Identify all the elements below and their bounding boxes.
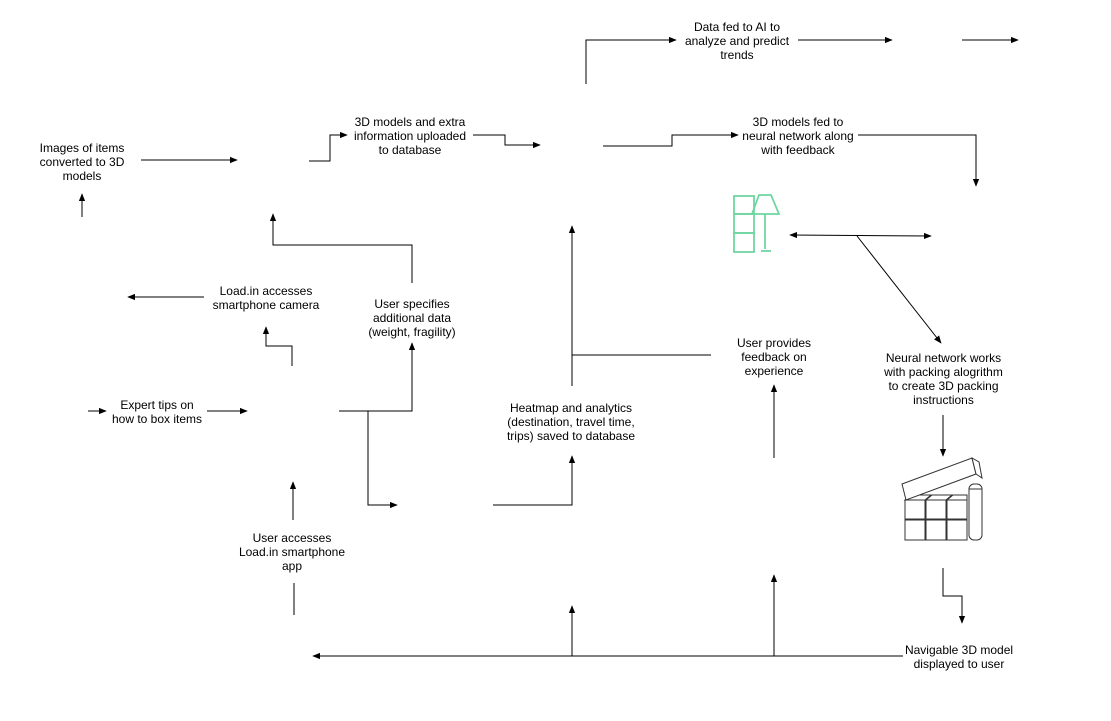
label-nn-packing: Neural network works with packing alogri… [884,351,1003,407]
label-heatmap: Heatmap and analytics (destination, trav… [506,401,636,443]
label-expert-tips: Expert tips on how to box items [111,398,203,426]
furniture-icon [733,194,781,253]
connector-boxes-to-navigable [942,568,966,624]
label-navigable-model: Navigable 3D model displayed to user [904,643,1014,671]
connector-hub-to-specifies [339,342,416,412]
connector-to-ai [585,36,677,84]
connector-hub-down [367,411,398,509]
label-user-accesses-app: User accesses Load.in smartphone app [238,531,346,573]
label-user-feedback: User provides feedback on experience [736,336,812,378]
label-images-converted: Images of items converted to 3D models [39,141,125,183]
lamp-shade [750,194,781,215]
label-camera-access: Load.in accesses smartphone camera [212,284,320,312]
label-models-uploaded: 3D models and extra information uploaded… [353,115,467,157]
label-data-ai: Data fed to AI to analyze and predict tr… [684,20,790,62]
connector-specifies-up [269,213,413,283]
furniture-shelf-top [733,195,755,215]
connector-furniture-double [789,231,932,240]
connector-db-to-nn [603,131,739,147]
connector-to-nn-packing [856,235,942,344]
connector-to-camera [262,326,293,366]
connector-to-heatmap [493,455,576,506]
furniture-shelf-bottom [733,232,755,253]
furniture-shelf-middle [733,213,755,234]
connector-upload-to-db [473,134,541,149]
packed-boxes-icon [901,456,983,541]
connector-nn-down [858,134,980,187]
connectors [78,36,1019,660]
label-user-specifies: User specifies additional data (weight, … [368,297,456,339]
label-models-fed-nn: 3D models fed to neural network along wi… [742,115,854,157]
connector-to-upload [309,131,348,162]
